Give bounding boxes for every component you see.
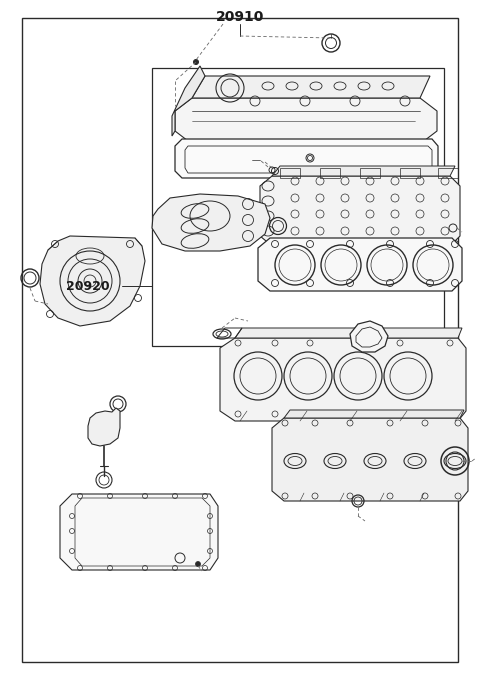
Bar [438, 168, 458, 178]
Text: 20920: 20920 [66, 279, 110, 293]
Polygon shape [220, 338, 466, 421]
Circle shape [195, 562, 201, 566]
Polygon shape [192, 76, 430, 98]
Polygon shape [258, 238, 462, 291]
Polygon shape [260, 176, 460, 246]
Polygon shape [152, 194, 270, 251]
Polygon shape [172, 66, 205, 136]
Bar [280, 168, 300, 178]
Bar [360, 168, 380, 178]
Bar [152, 68, 444, 346]
Text: 20910: 20910 [216, 10, 264, 24]
Polygon shape [88, 408, 120, 446]
Polygon shape [235, 328, 462, 338]
Polygon shape [40, 236, 145, 326]
Polygon shape [60, 494, 218, 570]
Polygon shape [284, 410, 464, 418]
Polygon shape [175, 139, 438, 178]
Polygon shape [350, 321, 388, 352]
Polygon shape [272, 166, 455, 176]
Bar [320, 168, 340, 178]
Polygon shape [175, 98, 437, 144]
Polygon shape [272, 418, 468, 501]
Circle shape [193, 59, 199, 64]
Bar [400, 168, 420, 178]
